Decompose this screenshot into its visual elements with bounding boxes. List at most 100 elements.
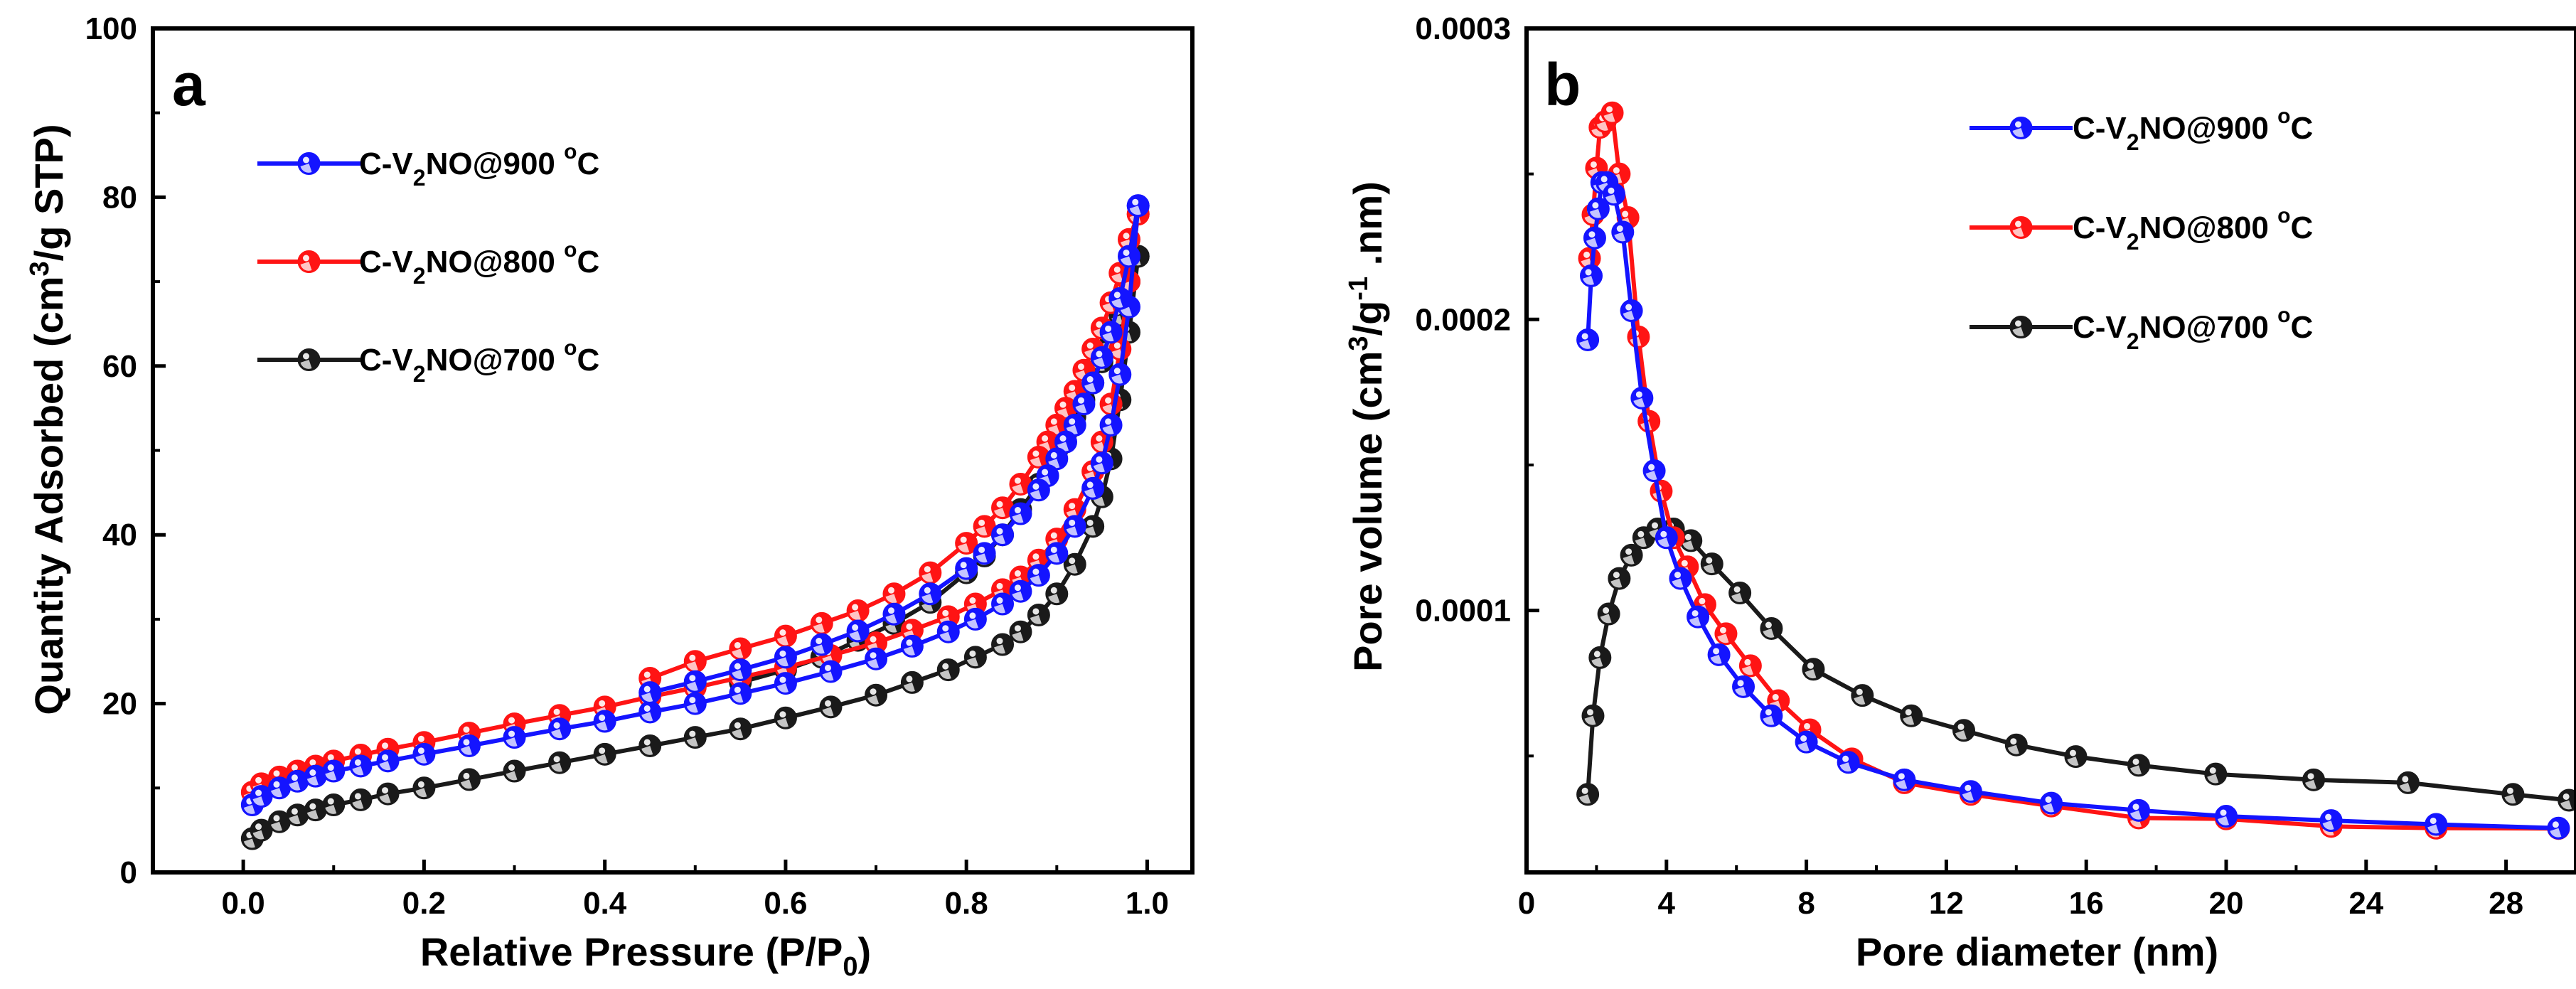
data-point xyxy=(936,658,960,682)
data-point xyxy=(286,769,309,793)
data-point xyxy=(1802,658,1825,681)
x-tick-label: 8 xyxy=(1797,886,1815,921)
data-point xyxy=(1063,515,1086,538)
data-point xyxy=(1620,299,1643,323)
legend-entry-1: C-V2NO@800 oC xyxy=(1970,204,2313,255)
data-point xyxy=(2215,805,2238,828)
panel-b-chart: 0 4 8 12 16 20 24 28 0.0001 0.0002 0.0003 b Pore d… xyxy=(1344,11,2576,974)
series-0 xyxy=(240,194,1150,817)
legend-label: C-V2NO@800 oC xyxy=(359,238,599,289)
data-point xyxy=(1611,220,1635,244)
data-point xyxy=(1900,704,1923,727)
panel-a-legend: C-V2NO@900 oC C-V2NO@800 oC C-V2NO@700 oC xyxy=(257,140,599,387)
data-point xyxy=(1118,245,1141,268)
data-point xyxy=(376,782,400,806)
data-point xyxy=(1099,413,1123,437)
data-point xyxy=(1952,719,1975,742)
data-point xyxy=(936,620,960,643)
data-point xyxy=(1045,542,1069,565)
legend-label: C-V2NO@800 oC xyxy=(2073,204,2313,255)
data-point xyxy=(349,788,373,811)
x-tick-label: 0.2 xyxy=(402,886,446,921)
data-point xyxy=(2064,745,2088,769)
panel-a-x-axis-title: Relative Pressure (P/P0) xyxy=(420,929,871,982)
data-point xyxy=(638,700,662,724)
data-point xyxy=(683,692,707,715)
data-point xyxy=(1009,579,1032,603)
x-tick-label: 0.8 xyxy=(945,886,988,921)
data-point xyxy=(1081,476,1105,500)
data-point xyxy=(1603,183,1625,206)
data-point xyxy=(991,592,1015,616)
data-point xyxy=(683,650,707,673)
data-point xyxy=(548,751,572,774)
panel-b-legend: C-V2NO@900 oC C-V2NO@800 oC C-V2NO@700 oC xyxy=(1970,105,2313,354)
panel-b-label: b xyxy=(1544,51,1581,118)
y-tick-label: 0.0001 xyxy=(1415,594,1511,629)
data-point xyxy=(1054,430,1078,454)
data-point xyxy=(457,734,481,757)
data-point xyxy=(250,818,273,842)
series-2 xyxy=(1576,518,2576,812)
data-point xyxy=(1738,654,1762,678)
panel-b-x-axis-title: Pore diameter (nm) xyxy=(1856,929,2218,974)
data-point xyxy=(919,561,942,584)
legend-marker xyxy=(297,152,321,175)
data-point xyxy=(1072,392,1096,416)
data-point xyxy=(846,599,870,623)
data-point xyxy=(1608,567,1631,590)
data-point xyxy=(2127,754,2150,777)
legend-marker xyxy=(2009,316,2033,338)
data-point xyxy=(846,619,870,643)
data-point xyxy=(1063,552,1086,576)
panel-b-axes: 0 4 8 12 16 20 24 28 0.0001 0.0002 0.0003 xyxy=(1415,11,2523,921)
data-point xyxy=(1597,602,1620,626)
y-tick-label: 0 xyxy=(120,855,137,890)
data-point xyxy=(1009,620,1032,643)
data-point xyxy=(1576,783,1600,806)
data-point xyxy=(1669,567,1692,590)
data-point xyxy=(1027,564,1050,587)
data-point xyxy=(882,582,906,606)
legend-label: C-V2NO@700 oC xyxy=(2073,304,2313,354)
x-tick-label: 12 xyxy=(1929,886,1964,921)
data-point xyxy=(774,672,797,695)
data-point xyxy=(1027,479,1050,502)
data-point xyxy=(1081,371,1105,395)
data-point xyxy=(810,611,833,635)
data-point xyxy=(955,532,978,555)
data-point xyxy=(1630,386,1654,410)
data-point xyxy=(2204,762,2228,786)
data-point xyxy=(1090,346,1113,369)
data-point xyxy=(810,633,833,656)
panel-a-axes: 0.0 0.2 0.4 0.6 0.8 1.0 0 20 40 60 80 100 xyxy=(85,11,1169,921)
data-point xyxy=(322,759,346,783)
data-point xyxy=(593,742,616,766)
y-tick-label: 0.0003 xyxy=(1415,11,1511,46)
data-point xyxy=(865,647,888,670)
legend-entry-0: C-V2NO@900 oC xyxy=(257,140,599,191)
data-point xyxy=(412,776,436,800)
data-point xyxy=(1099,392,1123,416)
data-point xyxy=(1045,582,1069,606)
series-line xyxy=(1586,180,2559,830)
data-point xyxy=(1108,287,1132,310)
panel-b-y-axis-title: Pore volume (cm3/g-1 .nm) xyxy=(1344,181,1390,672)
data-point xyxy=(1851,684,1874,707)
legend-entry-2: C-V2NO@700 oC xyxy=(1970,304,2313,354)
legend-marker xyxy=(297,348,321,371)
legend-marker xyxy=(297,250,321,273)
y-tick-label: 100 xyxy=(85,11,137,46)
y-tick-label: 60 xyxy=(102,349,137,384)
data-point xyxy=(1063,413,1086,437)
data-point xyxy=(1679,529,1703,552)
data-point xyxy=(548,717,572,741)
data-point xyxy=(774,706,797,729)
data-point xyxy=(376,749,400,773)
data-point xyxy=(593,710,616,733)
data-point xyxy=(457,768,481,791)
data-point xyxy=(774,646,797,669)
legend-entry-2: C-V2NO@700 oC xyxy=(257,336,599,387)
data-point xyxy=(1687,605,1710,629)
